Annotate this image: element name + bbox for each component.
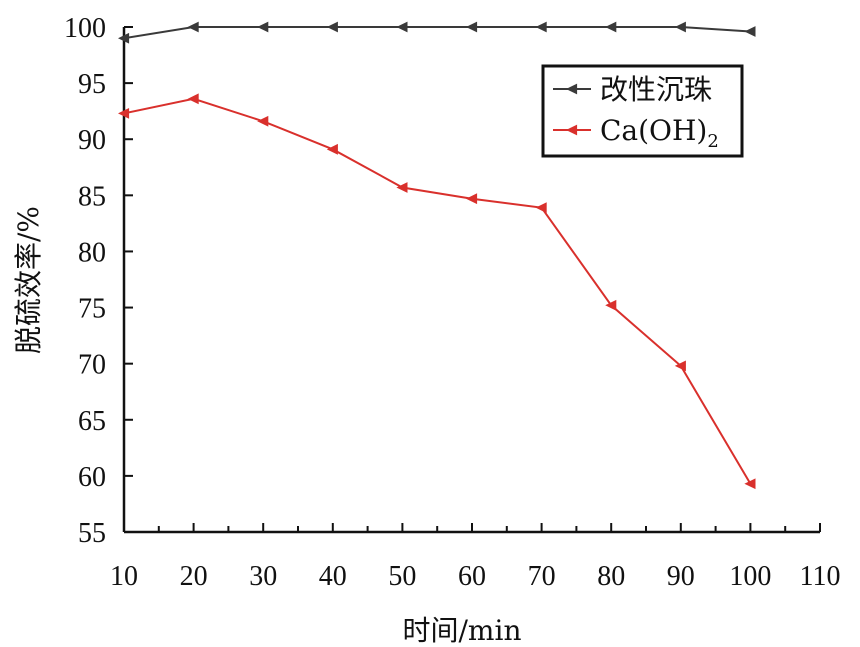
y-tick-label: 85 <box>78 181 106 212</box>
data-point <box>187 93 199 105</box>
legend: 改性沉珠 Ca(OH)2 <box>541 64 744 158</box>
legend-item-0: 改性沉珠 <box>553 73 712 106</box>
y-axis-title: 脱硫效率/% <box>12 206 45 354</box>
data-point <box>535 202 547 214</box>
y-tick-label: 60 <box>78 462 106 493</box>
data-point <box>396 182 408 193</box>
data-point <box>605 299 617 311</box>
data-point <box>257 115 269 127</box>
data-point <box>744 26 756 37</box>
x-tick-label: 100 <box>729 561 771 592</box>
x-axis-title: 时间/min <box>403 614 522 647</box>
data-point <box>187 21 199 33</box>
series-line-0 <box>123 26 751 40</box>
data-point <box>605 21 617 33</box>
data-point <box>744 478 756 490</box>
series-line-1 <box>123 97 752 485</box>
legend-label-1-subscript: 2 <box>707 131 718 152</box>
x-tick-label: 50 <box>388 561 416 592</box>
data-point <box>257 21 269 33</box>
data-point <box>396 21 408 33</box>
x-tick-label: 60 <box>458 561 486 592</box>
x-tick-label: 40 <box>319 561 347 592</box>
x-tick-label: 20 <box>180 561 208 592</box>
data-point <box>326 21 338 33</box>
legend-label-1-main: Ca(OH) <box>600 114 707 147</box>
x-tick-label: 80 <box>597 561 625 592</box>
series-1 <box>118 93 756 490</box>
x-tick-label: 110 <box>800 561 841 592</box>
data-point <box>118 32 130 44</box>
data-point <box>466 21 478 33</box>
data-point <box>326 143 338 155</box>
y-tick-label: 70 <box>78 350 106 381</box>
x-tick-label: 90 <box>667 561 695 592</box>
legend-label-0: 改性沉珠 <box>600 73 712 106</box>
y-tick-label: 65 <box>78 406 106 437</box>
y-tick-label: 90 <box>78 125 106 156</box>
x-tick-label: 30 <box>249 561 277 592</box>
series-layer <box>118 21 756 490</box>
data-point <box>466 193 478 205</box>
data-point <box>674 360 686 372</box>
x-tick-label: 70 <box>528 561 556 592</box>
legend-label-1: Ca(OH)2 <box>600 114 719 152</box>
y-tick-label: 80 <box>78 237 106 268</box>
x-tick-label: 10 <box>110 561 138 592</box>
y-tick-label: 100 <box>64 13 106 44</box>
legend-marker-1 <box>566 124 578 136</box>
series-0 <box>118 21 756 44</box>
ticks: 55 60 65 70 75 80 85 90 95 100 10 20 30 40 50 60 70 80 90 1… <box>64 13 840 592</box>
y-tick-label: 95 <box>78 69 106 100</box>
data-point <box>118 108 130 119</box>
data-point <box>535 21 547 33</box>
legend-marker-0 <box>566 83 578 95</box>
legend-item-1: Ca(OH)2 <box>553 114 719 152</box>
y-tick-label: 75 <box>78 294 106 325</box>
legend-box <box>541 64 744 158</box>
y-tick-label: 55 <box>78 518 106 549</box>
data-point <box>674 21 686 33</box>
